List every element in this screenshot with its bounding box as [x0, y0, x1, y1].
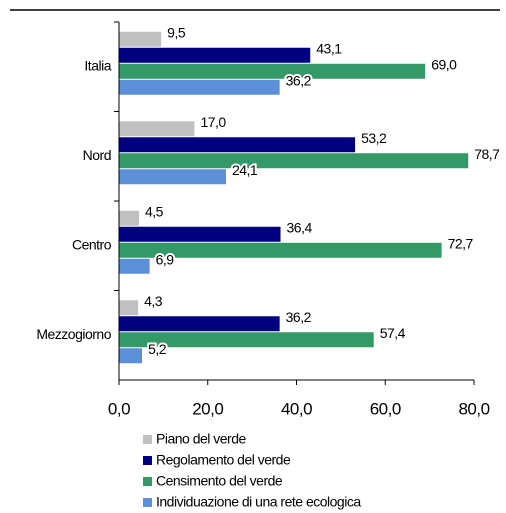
value-label: 4,3	[144, 293, 163, 309]
bar	[119, 242, 442, 258]
legend-label: Censimento del verde	[156, 473, 283, 489]
value-label: 43,1	[316, 40, 342, 56]
value-label: 36,2	[286, 72, 312, 88]
bar	[119, 169, 226, 185]
x-tick-label: 0,0	[108, 399, 130, 418]
value-label: 24,1	[232, 162, 258, 178]
bar	[119, 79, 280, 95]
x-tick-label: 20,0	[192, 399, 223, 418]
bar	[119, 258, 150, 274]
bar	[119, 31, 162, 47]
bar	[119, 316, 280, 332]
bar	[119, 47, 311, 63]
x-tick-label: 60,0	[370, 399, 401, 418]
value-label: 57,4	[380, 325, 406, 341]
value-label: 6,9	[156, 251, 175, 267]
value-label: 69,0	[431, 56, 457, 72]
bar	[119, 210, 139, 226]
x-tick-label: 40,0	[281, 399, 312, 418]
value-label: 53,2	[361, 130, 387, 146]
bar	[119, 121, 195, 137]
y-tick-label: Mezzogiorno	[36, 326, 111, 342]
legend-swatch	[143, 477, 152, 486]
legend-label: Piano del verde	[156, 431, 247, 447]
legend-label: Individuazione di una rete ecologica	[156, 494, 361, 510]
bar	[119, 153, 469, 169]
value-label: 5,2	[148, 341, 167, 357]
y-tick-label: Italia	[84, 57, 111, 73]
bar	[119, 137, 356, 153]
bar	[119, 300, 139, 316]
bar	[119, 63, 426, 79]
legend-swatch	[143, 456, 152, 465]
legend-swatch	[143, 435, 152, 444]
y-tick-label: Nord	[83, 147, 111, 163]
value-label: 72,7	[448, 235, 474, 251]
value-label: 36,4	[287, 219, 313, 235]
bar	[119, 332, 374, 348]
value-label: 78,7	[474, 146, 500, 162]
x-tick-label: 80,0	[458, 399, 489, 418]
legend-swatch	[143, 498, 152, 507]
y-tick-label: Centro	[72, 236, 112, 252]
bar	[119, 226, 281, 242]
value-label: 9,5	[167, 24, 186, 40]
bar	[119, 348, 143, 364]
value-label: 4,5	[145, 203, 164, 219]
value-label: 36,2	[286, 309, 312, 325]
legend-label: Regolamento del verde	[156, 452, 291, 468]
value-label: 17,0	[200, 114, 226, 130]
